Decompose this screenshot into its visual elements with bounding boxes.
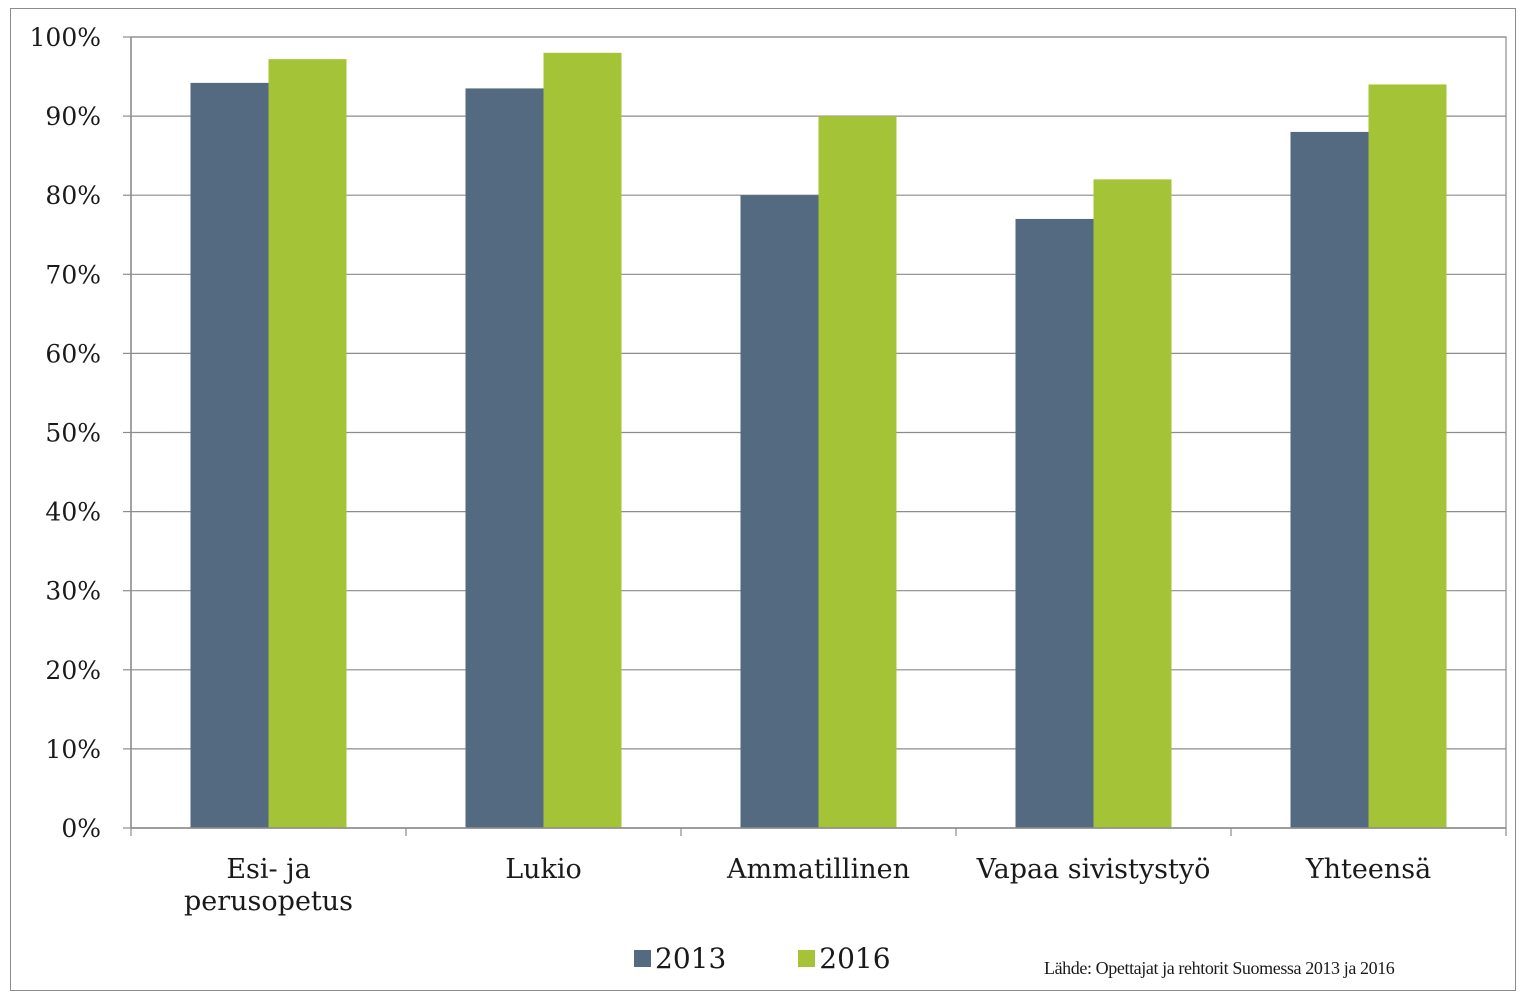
y-tick-label: 30%	[45, 577, 101, 606]
bar-2013	[465, 88, 544, 829]
y-tick-label: 40%	[45, 498, 101, 527]
legend-item-2013: 2013	[634, 942, 726, 975]
bar-2016	[818, 116, 897, 829]
bar-2013	[1015, 218, 1094, 828]
x-category-label: Esi- ja perusopetus	[184, 854, 353, 917]
x-category-labels: Esi- ja perusopetus Lukio Ammatillinen Vapaa…	[184, 854, 1431, 917]
legend: 2013 2016	[634, 942, 963, 975]
x-category-label: Vapaa sivistystyö	[976, 854, 1211, 885]
y-tick-label: 0%	[61, 814, 101, 843]
bar-2013	[740, 195, 819, 828]
legend-label: 2016	[819, 942, 891, 975]
bar-2013	[190, 82, 269, 829]
y-tick-label: 60%	[45, 339, 101, 368]
bar-2016	[1368, 84, 1447, 828]
source-note: Lähde: Opettajat ja rehtorit Suomessa 20…	[1044, 958, 1395, 978]
axes	[123, 36, 1507, 836]
x-category-label: Lukio	[505, 854, 582, 885]
legend-swatch	[798, 950, 816, 967]
y-tick-label: 80%	[45, 181, 101, 210]
bar-2016	[543, 52, 622, 828]
x-category-label: Ammatillinen	[726, 854, 910, 885]
legend-label: 2013	[655, 942, 727, 975]
y-tick-label: 10%	[45, 735, 101, 764]
y-tick-label: 100%	[30, 23, 101, 52]
bar-2016	[1093, 179, 1172, 828]
x-category-label: Yhteensä	[1305, 854, 1431, 885]
y-tick-label: 20%	[45, 656, 101, 685]
bar-2013	[1290, 131, 1369, 829]
y-tick-label: 90%	[45, 102, 101, 131]
y-tick-labels: 0% 10% 20% 30% 40% 50% 60% 70% 80% 90% 100%	[30, 23, 101, 843]
bars	[190, 52, 1447, 829]
legend-swatch	[634, 950, 651, 967]
legend-item-2016: 2016	[798, 942, 891, 975]
y-tick-label: 50%	[45, 419, 101, 448]
bar-2016	[268, 59, 347, 828]
y-tick-label: 70%	[45, 260, 101, 289]
